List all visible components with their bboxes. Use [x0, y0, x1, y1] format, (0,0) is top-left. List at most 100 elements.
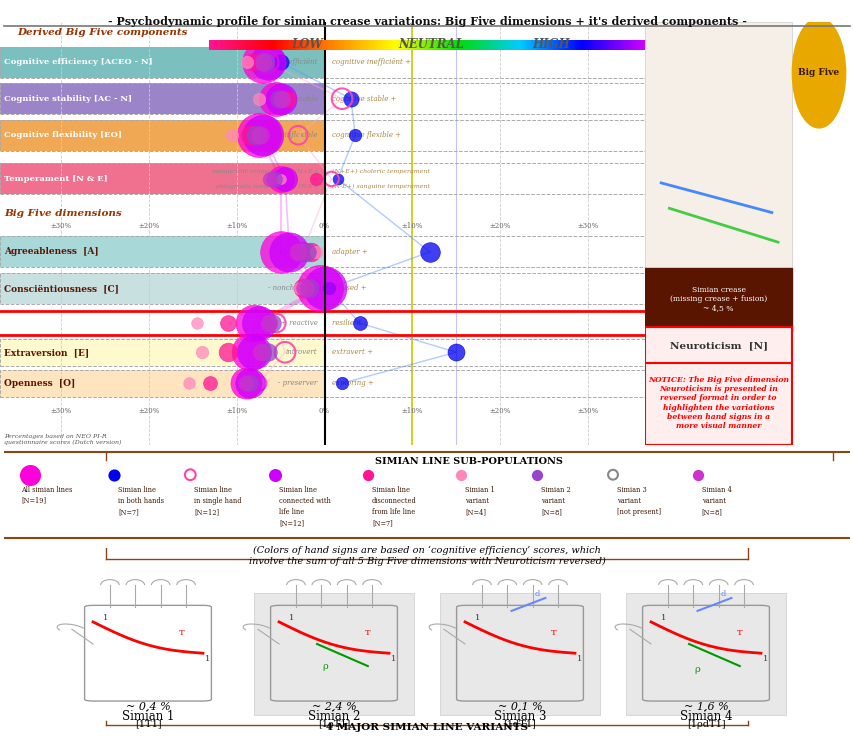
Point: [183, 469, 197, 481]
Text: ±30%: ±30%: [577, 222, 598, 230]
Point: [352, 317, 366, 329]
Point: [348, 130, 362, 141]
Text: Neuroticism  [N]: Neuroticism [N]: [669, 342, 767, 350]
Point: [281, 93, 294, 105]
Text: (N-E+) sanguine temperament: (N-E+) sanguine temperament: [331, 183, 429, 189]
Text: Simian line: Simian line: [372, 486, 409, 494]
Text: [1ρdT1]: [1ρdT1]: [686, 720, 724, 729]
Text: variant: variant: [617, 497, 641, 505]
Point: [247, 347, 261, 358]
Text: 1: 1: [204, 655, 210, 662]
Text: (N+E+) choleric temperament: (N+E+) choleric temperament: [331, 169, 429, 174]
Text: variant: variant: [541, 497, 565, 505]
Point: [190, 317, 204, 329]
Text: melanc•llic temperament (N+E-): melanc•llic temperament (N+E-): [212, 169, 317, 174]
Point: [274, 173, 287, 185]
Text: All simian lines: All simian lines: [21, 486, 73, 494]
Text: cognitive flexible +: cognitive flexible +: [331, 131, 400, 139]
Point: [317, 283, 331, 294]
Text: ±10%: ±10%: [401, 406, 422, 414]
Point: [182, 378, 195, 389]
FancyBboxPatch shape: [0, 273, 324, 304]
Point: [252, 130, 265, 141]
FancyBboxPatch shape: [644, 363, 792, 445]
Point: [274, 57, 287, 68]
FancyBboxPatch shape: [0, 236, 324, 267]
Point: [272, 93, 286, 105]
Point: [260, 57, 274, 68]
Text: Simian 3: Simian 3: [617, 486, 647, 494]
Text: T: T: [550, 629, 556, 637]
Text: ~ 0,1 %: ~ 0,1 %: [497, 701, 542, 712]
Text: Simian line: Simian line: [279, 486, 316, 494]
Text: 1: 1: [660, 615, 665, 622]
Point: [361, 469, 374, 481]
Text: in both hands: in both hands: [119, 497, 165, 505]
Point: [302, 283, 316, 294]
Text: Percentages based on NEO PI-R
questionnaire scores (Dutch version): Percentages based on NEO PI-R questionna…: [4, 434, 122, 445]
Point: [276, 93, 289, 105]
Text: 1: 1: [474, 615, 480, 622]
Text: 1: 1: [103, 615, 108, 622]
Text: ~ 1,6 %: ~ 1,6 %: [682, 701, 728, 712]
Point: [278, 347, 292, 358]
FancyBboxPatch shape: [0, 339, 324, 366]
Point: [295, 246, 309, 258]
Point: [270, 93, 283, 105]
Text: Simian crease
(missing crease + fusion)
~ 4,5 %: Simian crease (missing crease + fusion) …: [669, 286, 766, 313]
Text: T: T: [736, 629, 742, 637]
Text: ~ 0,4 %: ~ 0,4 %: [125, 701, 171, 712]
Text: Consciëntiousness  [C]: Consciëntiousness [C]: [4, 284, 119, 293]
Text: 1: 1: [762, 655, 767, 662]
Point: [295, 283, 309, 294]
Text: connected with: connected with: [279, 497, 330, 505]
Point: [246, 57, 259, 68]
Text: in single hand: in single hand: [194, 497, 241, 505]
Point: [298, 283, 311, 294]
Point: [243, 378, 257, 389]
Point: [274, 246, 287, 258]
Point: [252, 93, 265, 105]
Point: [243, 378, 257, 389]
Text: exploring +: exploring +: [331, 379, 373, 387]
Text: ±20%: ±20%: [489, 406, 510, 414]
Point: [256, 57, 270, 68]
Text: [N=7]: [N=7]: [372, 519, 392, 527]
Text: 1: 1: [390, 655, 396, 662]
Text: 4 MAJOR SIMIAN LINE VARIANTS: 4 MAJOR SIMIAN LINE VARIANTS: [326, 723, 527, 732]
Point: [606, 469, 619, 481]
Text: Simian line: Simian line: [194, 486, 232, 494]
Text: T: T: [179, 629, 184, 637]
Point: [243, 347, 257, 358]
Text: - nonchalange: - nonchalange: [267, 284, 317, 292]
Point: [454, 469, 467, 481]
Text: Extraversion  [E]: Extraversion [E]: [4, 347, 90, 357]
Text: cognitive inefficiënt +: cognitive inefficiënt +: [331, 58, 410, 66]
Point: [690, 469, 704, 481]
Text: Simian 4: Simian 4: [701, 486, 731, 494]
Text: Simian 3: Simian 3: [493, 710, 546, 723]
Text: - Psychodynamic profile for simian crease variations: Big Five dimensions + it's: - Psychodynamic profile for simian creas…: [107, 16, 746, 27]
Text: ±30%: ±30%: [577, 406, 598, 414]
Text: ~ 2,4 %: ~ 2,4 %: [311, 701, 356, 712]
Point: [23, 469, 37, 481]
Text: - cognitive inflexible: - cognitive inflexible: [245, 131, 317, 139]
Text: 0%: 0%: [318, 222, 330, 230]
Text: HIGH: HIGH: [531, 38, 569, 52]
Point: [293, 283, 306, 294]
FancyBboxPatch shape: [439, 593, 600, 715]
Text: NOTICE: The Big Five dimension
Neuroticism is presented in
reversed format in or: NOTICE: The Big Five dimension Neurotici…: [647, 376, 788, 430]
Text: d: d: [534, 590, 539, 598]
Point: [256, 130, 270, 141]
Text: d: d: [719, 590, 725, 598]
Point: [107, 469, 121, 481]
Text: ±30%: ±30%: [50, 222, 72, 230]
Point: [266, 173, 280, 185]
Text: ±20%: ±20%: [489, 222, 510, 230]
Text: Big Five dimensions: Big Five dimensions: [4, 209, 122, 218]
Text: [1T1]: [1T1]: [135, 720, 161, 729]
Point: [335, 93, 349, 105]
Text: 1: 1: [576, 655, 581, 662]
Point: [221, 347, 235, 358]
FancyBboxPatch shape: [0, 46, 324, 78]
